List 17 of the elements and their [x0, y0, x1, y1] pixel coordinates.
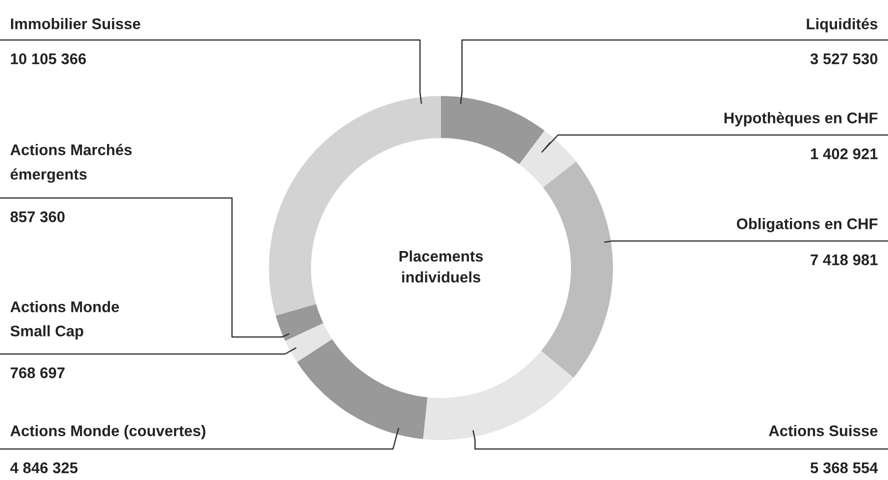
slice-label: Immobilier Suisse [11, 18, 140, 30]
slice-label: Actions Marchés émergents [10, 144, 132, 183]
data-label: 10 105 366 [10, 53, 86, 64]
slice-label: Liquidités [806, 18, 878, 32]
slice-label: Actions Monde (couvertes) [10, 425, 206, 440]
data-label: 5 368 554 [810, 462, 878, 474]
slice-label: Actions Suisse [768, 425, 878, 436]
slice-label: Obligations en CHF [736, 218, 878, 232]
text: Placements individuels [400, 250, 483, 283]
slice-label: Actions Monde Small Cap [10, 301, 119, 340]
slice-label: Hypothèques en CHF [724, 112, 878, 126]
data-label: 857 360 [10, 211, 65, 222]
data-label: 1 402 921 [811, 148, 878, 160]
data-label: 4 846 325 [10, 462, 78, 474]
data-label: 7 418 981 [810, 254, 878, 266]
data-label: 3 527 530 [810, 53, 878, 64]
data-label: 768 697 [10, 367, 65, 378]
